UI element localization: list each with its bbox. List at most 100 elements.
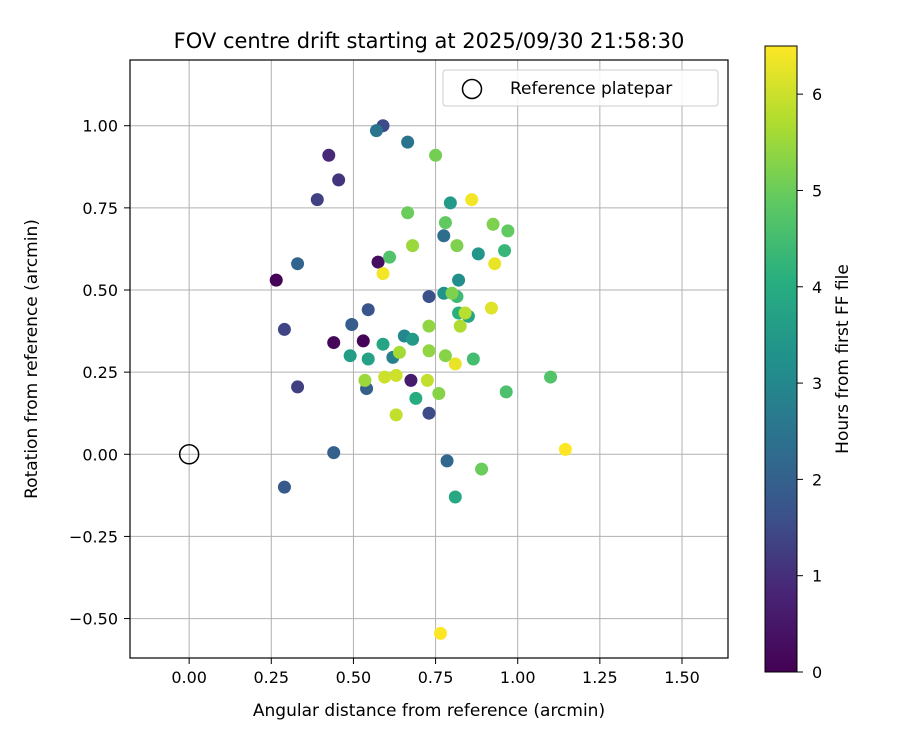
x-tick-label: 0.75 [418, 668, 454, 687]
scatter-point [445, 286, 459, 300]
scatter-point [392, 345, 406, 359]
y-tick-label: 0.25 [82, 363, 118, 382]
scatter-point [420, 373, 434, 387]
y-tick-label: −0.25 [69, 527, 118, 546]
scatter-point [361, 303, 375, 317]
scatter-point [327, 446, 341, 460]
legend: Reference platepar [442, 69, 719, 107]
scatter-point [277, 322, 291, 336]
scatter-point [498, 244, 512, 258]
y-axis-ticks: −0.50 −0.25 0.00 0.25 0.50 0.75 1.00 [69, 117, 130, 629]
legend-entry-label: Reference platepar [510, 79, 672, 99]
grid [130, 60, 728, 658]
x-axis-ticks: 0.00 0.25 0.50 0.75 1.00 1.25 1.50 [171, 658, 700, 687]
scatter-point [277, 480, 291, 494]
scatter-point [466, 352, 480, 366]
x-tick-label: 0.00 [171, 668, 207, 687]
colorbar-frame [764, 45, 798, 673]
scatter-point [378, 370, 392, 384]
scatter-point [440, 454, 454, 468]
scatter-point [544, 370, 558, 384]
colorbar-tick-label: 1 [812, 567, 822, 586]
scatter-point [484, 301, 498, 315]
scatter-point [453, 319, 467, 333]
scatter-point [310, 193, 324, 207]
scatter-point [406, 332, 420, 346]
x-tick-label: 0.25 [253, 668, 289, 687]
scatter-point [448, 357, 462, 371]
scatter-point [422, 290, 436, 304]
x-tick-label: 0.50 [336, 668, 372, 687]
y-tick-label: 1.00 [82, 117, 118, 136]
scatter-point [501, 224, 515, 238]
legend-box [442, 69, 719, 107]
scatter-point [452, 273, 466, 287]
y-tick-label: 0.50 [82, 281, 118, 300]
scatter-point [438, 216, 452, 230]
scatter-point [422, 344, 436, 358]
colorbar: 0 1 2 3 4 5 6 Hours from first FF file [764, 45, 853, 682]
scatter-point [332, 173, 346, 187]
scatter-point [432, 387, 446, 400]
scatter-point [429, 148, 443, 162]
scatter-point [383, 250, 397, 264]
scatter-point [291, 380, 305, 394]
scatter-point [401, 135, 415, 149]
colorbar-label: Hours from first FF file [833, 264, 853, 454]
scatter-point [322, 148, 336, 162]
scatter-point [475, 462, 489, 476]
colorbar-tick-label: 6 [812, 85, 822, 104]
colorbar-tick-label: 3 [812, 374, 822, 393]
scatter-point [345, 318, 359, 331]
scatter-point [434, 626, 447, 640]
scatter-point [422, 319, 436, 333]
x-tick-label: 1.25 [582, 668, 618, 687]
colorbar-tick-label: 4 [812, 278, 822, 297]
scatter-point [448, 490, 462, 504]
x-tick-label: 1.50 [664, 668, 700, 687]
scatter-point [376, 267, 390, 281]
scatter-point [371, 255, 385, 269]
scatter-point [558, 442, 572, 456]
data-points [269, 119, 572, 640]
scatter-point [369, 124, 383, 138]
scatter-point [343, 349, 357, 363]
y-tick-label: −0.50 [69, 610, 118, 629]
reference-platepar-marker [178, 444, 200, 465]
y-tick-label: 0.75 [82, 199, 118, 218]
scatter-point [422, 406, 436, 420]
scatter-point [356, 334, 370, 348]
x-tick-label: 1.00 [500, 668, 536, 687]
scatter-point [409, 391, 423, 405]
chart-title: FOV centre drift starting at 2025/09/30 … [174, 29, 685, 53]
scatter-point [406, 239, 420, 253]
colorbar-tick-label: 2 [812, 470, 822, 489]
scatter-point [499, 385, 513, 399]
scatter-point [389, 408, 403, 422]
colorbar-tick-label: 5 [812, 181, 822, 200]
scatter-point [404, 373, 418, 387]
scatter-point [438, 349, 452, 363]
y-axis-label: Rotation from reference (arcmin) [22, 219, 42, 499]
colorbar-gradient [765, 46, 797, 672]
scatter-point [376, 337, 390, 351]
scatter-point [401, 206, 415, 220]
colorbar-ticks: 0 1 2 3 4 5 6 [797, 85, 822, 682]
scatter-point [471, 247, 485, 261]
scatter-point [437, 229, 451, 243]
legend-marker-icon [461, 78, 483, 100]
scatter-point [361, 352, 375, 366]
scatter-point [389, 368, 403, 382]
scatter-point [488, 257, 502, 271]
y-tick-label: 0.00 [82, 445, 118, 464]
scatter-point [269, 273, 283, 287]
scatter-point [465, 193, 479, 207]
scatter-point [291, 257, 305, 271]
plot-frame [129, 59, 729, 659]
scatter-point [458, 306, 472, 320]
scatter-point [443, 196, 457, 210]
colorbar-tick-label: 0 [812, 663, 822, 682]
x-axis-label: Angular distance from reference (arcmin) [253, 701, 605, 721]
scatter-point [450, 239, 464, 253]
